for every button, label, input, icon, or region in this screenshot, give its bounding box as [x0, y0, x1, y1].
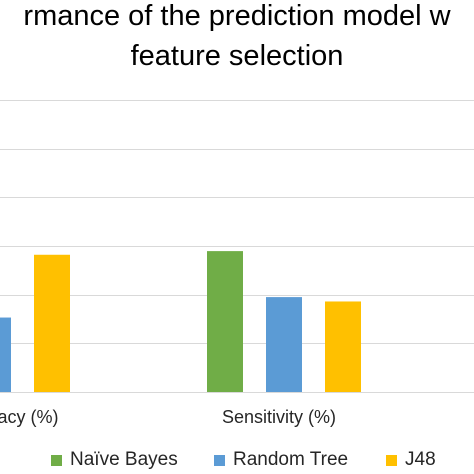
bar-j48-0	[34, 254, 70, 392]
category-labels: acy (%) Sensitivity (%)	[0, 407, 336, 427]
legend-label-random-tree: Random Tree	[233, 449, 349, 470]
legend-label-j48: J48	[405, 449, 436, 470]
bar-na-ve-bayes-1	[207, 251, 243, 392]
legend-swatch-j48	[386, 454, 397, 466]
category-label: acy (%)	[0, 407, 59, 427]
chart-title-line-1: rmance of the prediction model w	[23, 0, 451, 32]
legend-item-naive-bayes: Naïve Bayes	[51, 449, 178, 471]
chart-title-line-2: feature selection	[130, 40, 344, 72]
legend-label-naive-bayes: Naïve Bayes	[70, 449, 178, 470]
legend-item-random-tree: Random Tree	[214, 449, 348, 471]
bar-j48-1	[325, 301, 361, 392]
legend-swatch-random-tree	[214, 454, 225, 466]
bars	[0, 251, 361, 392]
legend-item-j48: J48	[386, 449, 436, 471]
gridlines	[0, 100, 474, 393]
bar-random-tree-1	[266, 297, 302, 392]
bar-random-tree-0	[0, 317, 11, 392]
legend-swatch-naive-bayes	[51, 454, 62, 466]
category-label: Sensitivity (%)	[222, 407, 336, 427]
